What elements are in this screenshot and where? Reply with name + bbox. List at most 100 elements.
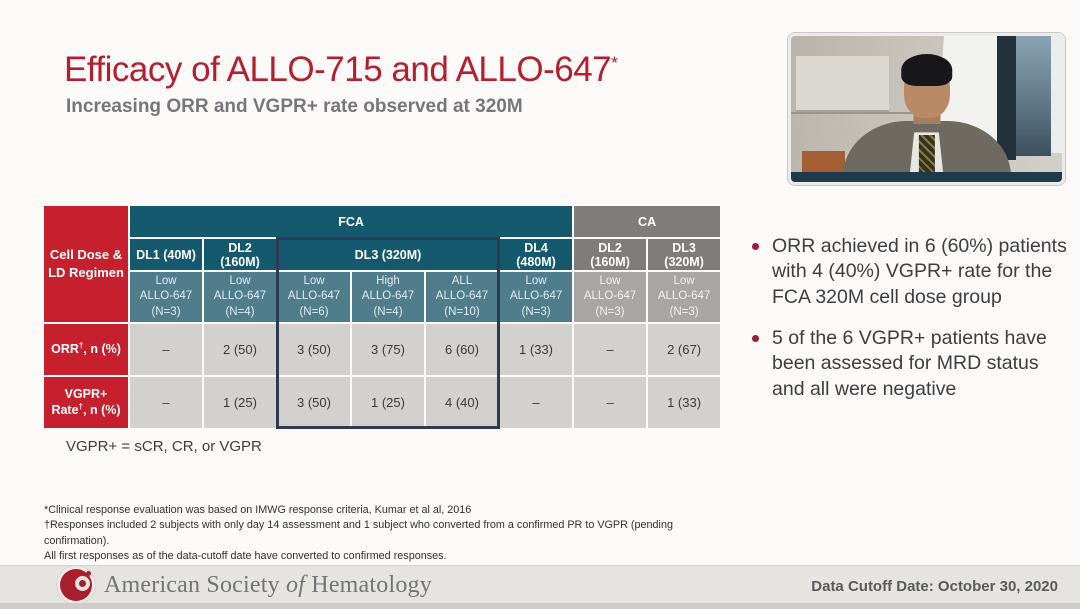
dose-header-dl4-480m: DL4 (480M): [500, 239, 573, 270]
video-window-frame: [996, 36, 1016, 161]
efficacy-table: Cell Dose & LD Regimen FCA CA DL1 (40M) …: [42, 204, 722, 430]
bullet-icon: [752, 335, 759, 343]
table-corner-header: Cell Dose & LD Regimen: [44, 206, 128, 322]
organization-name: American Society of Hematology: [104, 572, 432, 599]
vgpr-value: 3 (50): [278, 377, 350, 428]
row-label-text: VGPR+ Rate: [51, 387, 108, 418]
page-subtitle: Increasing ORR and VGPR+ rate observed a…: [66, 96, 523, 117]
subcol-drug: ALLO-647: [213, 290, 267, 303]
table-row: Cell Dose & LD Regimen FCA CA: [44, 206, 721, 322]
subcol-intensity: Low: [525, 274, 547, 287]
row-label-suffix: , n (%): [83, 342, 121, 357]
table-row-vgpr: VGPR+ Rate†, n (%) – 1 (25) 3 (50) 1 (25…: [44, 377, 721, 428]
subcol-n: (N=10): [444, 305, 480, 318]
subcol-drug: ALLO-647: [361, 290, 415, 303]
vgpr-value: 4 (40): [426, 377, 498, 428]
vgpr-value: –: [500, 377, 573, 428]
footnotes: *Clinical response evaluation was based …: [44, 503, 724, 564]
subcol-header: Low ALLO-647 (N=3): [648, 272, 721, 322]
subcol-intensity: Low: [673, 274, 695, 287]
vgpr-value: 1 (33): [648, 377, 721, 428]
subcol-header: Low ALLO-647 (N=3): [574, 272, 647, 322]
presenter-hair: [900, 53, 953, 86]
video-orange-object: [801, 151, 846, 172]
page-title-text: Efficacy of ALLO-715 and ALLO-647: [64, 50, 612, 89]
subcol-n: (N=3): [669, 305, 699, 318]
presenter-tie: [918, 135, 935, 182]
footnote-responses: All first responses as of the data-cutof…: [44, 549, 447, 562]
footnote-asterisk: *Clinical response evaluation was based …: [44, 504, 472, 516]
vgpr-value: –: [574, 377, 647, 428]
footnote-dagger: †Responses included 2 subjects with only…: [44, 519, 673, 547]
subcol-n: (N=3): [151, 305, 181, 318]
vgpr-definition-note: VGPR+ = sCR, CR, or VGPR: [66, 438, 262, 455]
row-label-text: ORR: [51, 342, 79, 357]
ash-logo-dot: [79, 580, 86, 587]
subcol-intensity: High: [376, 274, 400, 287]
subcol-n: (N=6): [299, 305, 329, 318]
subcol-intensity: ALL: [451, 274, 473, 287]
bullet-text: ORR achieved in 6 (60%) patients with 4 …: [772, 235, 1067, 308]
dose-header-dl1-40m: DL1 (40M): [130, 239, 202, 270]
list-item: 5 of the 6 VGPR+ patients have been asse…: [750, 326, 1074, 402]
orr-value: –: [574, 324, 647, 375]
video-whiteboard: [796, 56, 889, 112]
dose-header-ca-dl3-320m: DL3 (320M): [648, 239, 721, 270]
subcol-n: (N=3): [595, 305, 625, 318]
group-header-ca: CA: [574, 206, 721, 237]
orr-value: 6 (60): [426, 324, 498, 375]
subcol-intensity: Low: [303, 274, 325, 287]
presenter-video: [788, 33, 1065, 185]
orr-value: 3 (50): [278, 324, 350, 375]
key-findings-list: ORR achieved in 6 (60%) patients with 4 …: [750, 234, 1074, 418]
dagger-mark: †: [78, 341, 84, 351]
row-label-suffix: , n (%): [83, 403, 121, 418]
video-wall-line: [791, 111, 916, 114]
row-label-orr: ORR†, n (%): [44, 324, 128, 375]
subcol-header: Low ALLO-647 (N=3): [500, 272, 573, 322]
bullet-icon: [752, 243, 759, 250]
list-item: ORR achieved in 6 (60%) patients with 4 …: [750, 234, 1074, 310]
subcol-n: (N=4): [373, 305, 403, 318]
video-window-pane: [1015, 36, 1052, 156]
video-desk-strip: [791, 171, 1062, 182]
orr-value: 2 (50): [204, 324, 276, 375]
subcol-drug: ALLO-647: [435, 290, 489, 303]
subcol-n: (N=3): [521, 305, 551, 318]
group-header-fca: FCA: [130, 206, 573, 237]
ash-logo-icon: [60, 569, 92, 601]
subcol-header: Low ALLO-647 (N=6): [278, 272, 350, 322]
footer-bottom-edge: [0, 603, 1080, 609]
orr-value: –: [130, 324, 202, 375]
subcol-drug: ALLO-647: [287, 290, 341, 303]
footer-bar: American Society of Hematology Data Cuto…: [0, 565, 1080, 603]
subcol-header: Low ALLO-647 (N=3): [130, 272, 202, 322]
org-name-part: American Society: [104, 572, 287, 598]
data-cutoff-date: Data Cutoff Date: October 30, 2020: [811, 578, 1058, 595]
title-asterisk: *: [611, 52, 618, 73]
bullet-text: 5 of the 6 VGPR+ patients have been asse…: [772, 327, 1047, 400]
subcol-intensity: Low: [229, 274, 251, 287]
subcol-drug: ALLO-647: [657, 290, 711, 303]
orr-value: 1 (33): [500, 324, 573, 375]
row-label-vgpr-rate: VGPR+ Rate†, n (%): [44, 377, 128, 428]
subcol-drug: ALLO-647: [583, 290, 637, 303]
subcol-intensity: Low: [155, 274, 177, 287]
dagger-mark: †: [78, 402, 84, 412]
subcol-header: High ALLO-647 (N=4): [352, 272, 424, 322]
vgpr-value: 1 (25): [204, 377, 276, 428]
subcol-drug: ALLO-647: [509, 290, 563, 303]
subcol-header: Low ALLO-647 (N=4): [204, 272, 276, 322]
video-window-pane-2: [1051, 36, 1062, 153]
vgpr-value: –: [130, 377, 202, 428]
table-row: Low ALLO-647 (N=3) Low ALLO-647 (N=4) Low ALL…: [44, 272, 721, 322]
orr-value: 3 (75): [352, 324, 424, 375]
org-name-part: Hematology: [305, 572, 432, 598]
dose-header-dl3-320m: DL3 (320M): [278, 239, 498, 270]
page-title: Efficacy of ALLO-715 and ALLO-647*: [64, 50, 618, 90]
org-name-of: of: [286, 572, 306, 598]
table-row-orr: ORR†, n (%) – 2 (50) 3 (50) 3 (75) 6 (60…: [44, 324, 721, 375]
orr-value: 2 (67): [648, 324, 721, 375]
subcol-intensity: Low: [599, 274, 621, 287]
dose-header-dl2-160m: DL2 (160M): [204, 239, 276, 270]
